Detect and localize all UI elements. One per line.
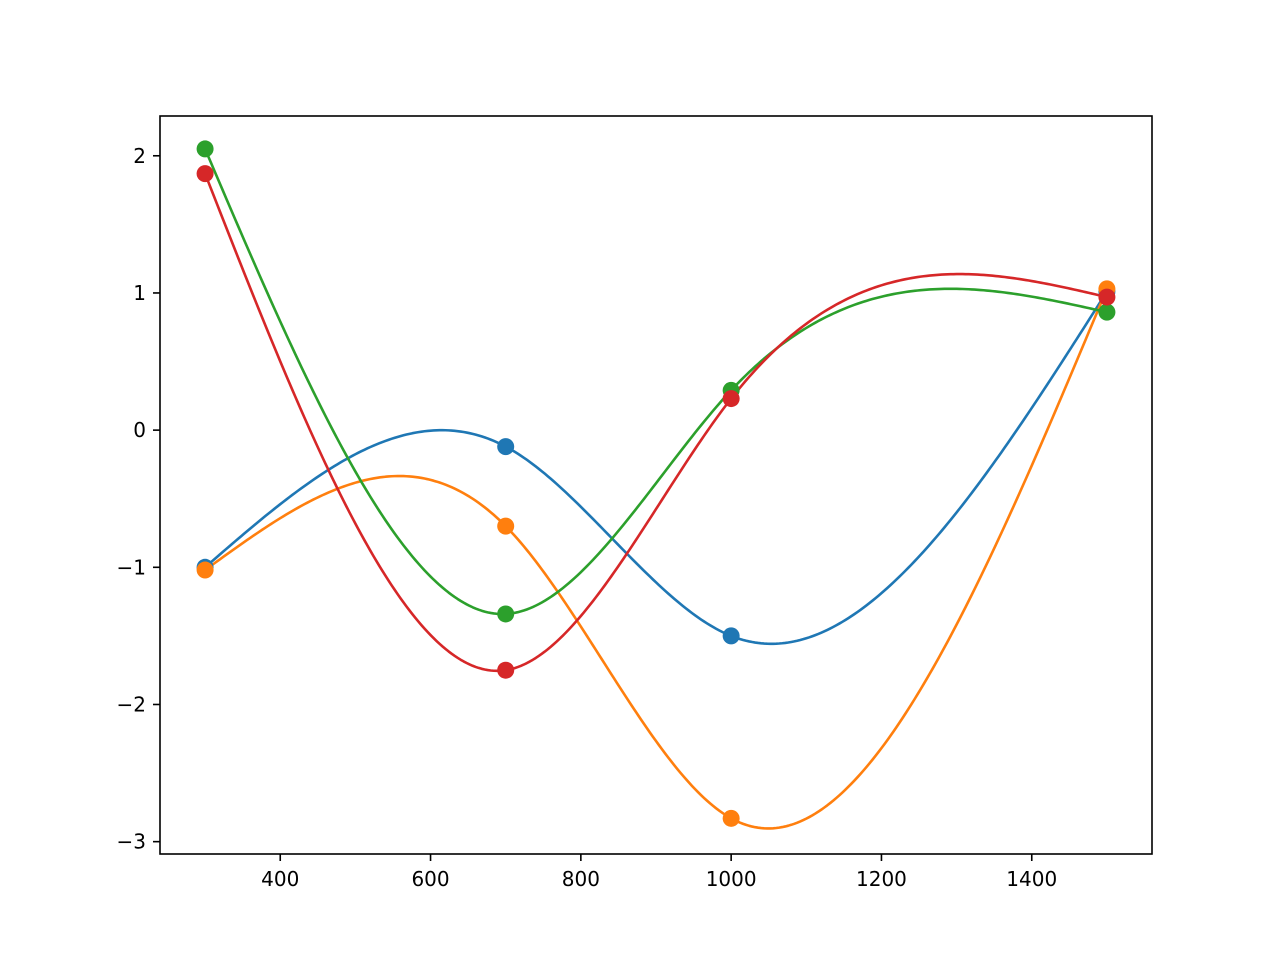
series-1-point-3 <box>722 627 740 645</box>
series-2-point-1 <box>196 561 214 579</box>
series-1-point-2 <box>497 438 515 456</box>
y-tick-label: −3 <box>117 830 146 854</box>
series-layer <box>196 140 1116 830</box>
y-tick-label: 0 <box>133 418 146 442</box>
series-4-point-2 <box>497 661 515 679</box>
x-tick-label: 1400 <box>1006 867 1057 891</box>
series-2-point-3 <box>722 809 740 827</box>
series-3-point-1 <box>196 140 214 158</box>
y-tick-label: 2 <box>133 144 146 168</box>
x-tick-label: 600 <box>411 867 449 891</box>
series-4-point-4 <box>1098 288 1116 306</box>
y-axis-ticks: 2 1 0 −1 −2 −3 <box>117 144 160 854</box>
y-tick-label: −2 <box>117 692 146 716</box>
axes-layer <box>159 115 1153 855</box>
series-4-line <box>203 172 1109 673</box>
series-4-point-1 <box>196 165 214 183</box>
series-3-point-2 <box>497 605 515 623</box>
x-tick-label: 1000 <box>706 867 757 891</box>
series-3-point-4 <box>1098 303 1116 321</box>
x-tick-label: 1200 <box>856 867 907 891</box>
series-1-line <box>203 290 1109 646</box>
y-tick-label: 1 <box>133 281 146 305</box>
plot-frame <box>159 115 1153 855</box>
y-tick-label: −1 <box>117 555 146 579</box>
x-tick-label: 400 <box>261 867 299 891</box>
series-4-point-3 <box>722 390 740 408</box>
series-2-line <box>203 287 1109 830</box>
series-3-line <box>203 147 1109 616</box>
x-axis-ticks: 400 600 800 1000 1200 1400 <box>261 854 1057 891</box>
x-tick-label: 800 <box>562 867 600 891</box>
series-2-point-2 <box>497 517 515 535</box>
